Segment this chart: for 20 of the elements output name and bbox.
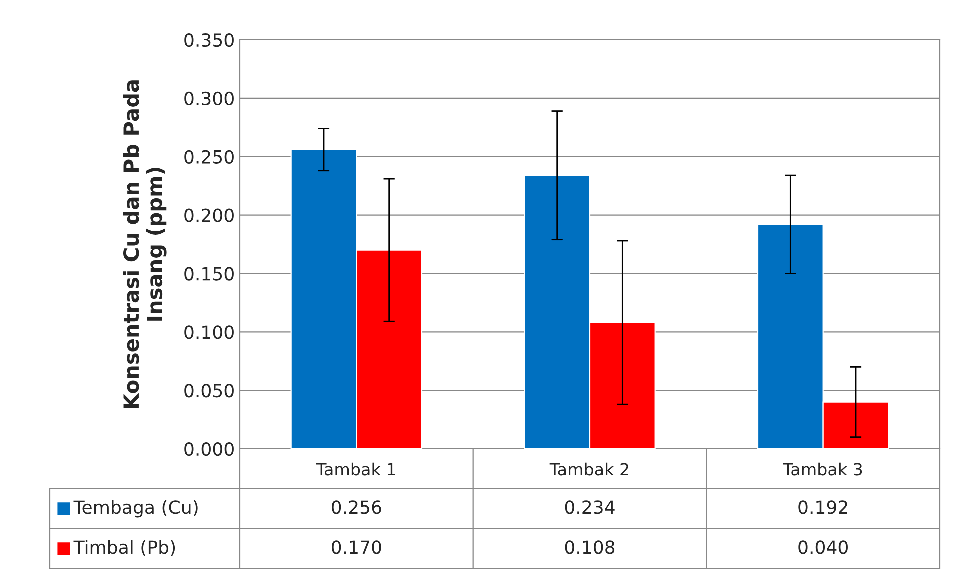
data-label: 0.234 bbox=[565, 500, 615, 514]
legend-label: Tembaga (Cu) bbox=[74, 500, 198, 518]
data-label: 0.108 bbox=[565, 540, 615, 554]
data-label: 0.170 bbox=[332, 540, 382, 554]
y-tick-label: 0.050 bbox=[184, 384, 234, 398]
x-tick-label: Tambak 2 bbox=[550, 462, 628, 476]
y-tick-label: 0.100 bbox=[184, 326, 234, 340]
y-tick-label: 0.350 bbox=[184, 33, 234, 48]
y-tick-label: 0.150 bbox=[184, 267, 234, 281]
y-tick-label: 0.000 bbox=[184, 442, 234, 456]
legend-label: Timbal (Pb) bbox=[74, 540, 176, 556]
data-label: 0.192 bbox=[798, 500, 848, 514]
y-tick-label: 0.250 bbox=[184, 150, 234, 164]
y-tick-label: 0.200 bbox=[184, 208, 234, 222]
x-tick-label: Tambak 3 bbox=[783, 462, 862, 476]
y-tick-label: 0.300 bbox=[184, 92, 234, 106]
data-label: 0.040 bbox=[798, 540, 848, 554]
x-tick-label: Tambak 1 bbox=[316, 462, 396, 476]
data-label: 0.256 bbox=[332, 500, 382, 514]
y-axis-title: Konsentrasi Cu dan Pb Pada Insang (ppm) bbox=[123, 80, 167, 408]
